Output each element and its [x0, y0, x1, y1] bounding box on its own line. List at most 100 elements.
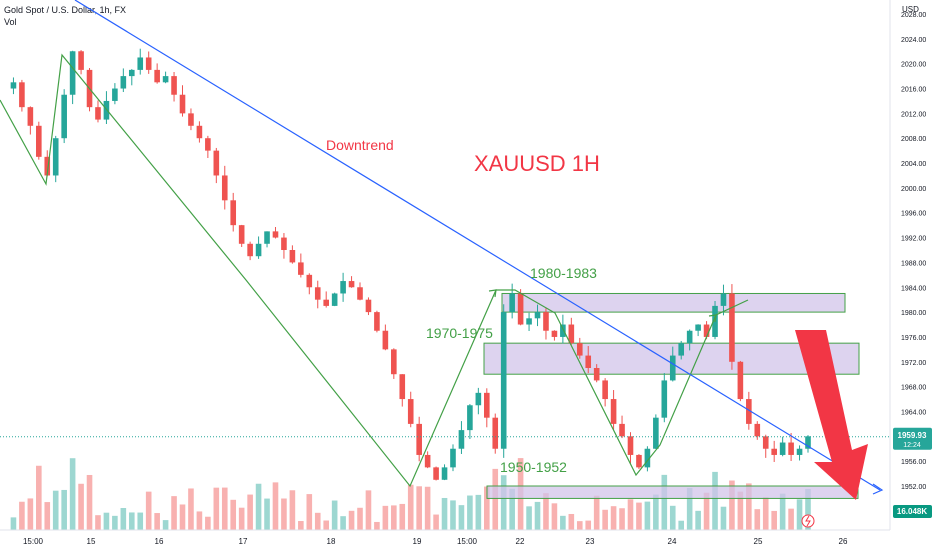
candle-body — [112, 88, 118, 101]
volume-bar — [661, 474, 668, 530]
candle-body — [382, 330, 389, 350]
candle-body — [348, 281, 355, 288]
candle-body — [230, 200, 237, 226]
volume-bars — [10, 458, 811, 530]
volume-bar — [729, 480, 735, 530]
volume-bar — [137, 512, 144, 530]
candle-body — [737, 361, 744, 400]
volume-bar — [36, 465, 42, 530]
volume-bar — [475, 494, 482, 530]
volume-bar — [492, 468, 499, 530]
price-zone — [501, 292, 846, 313]
downtrend-label: Downtrend — [326, 137, 394, 153]
candle-body — [357, 287, 363, 300]
candle-body — [188, 113, 194, 126]
volume-bar — [695, 510, 701, 530]
y-tick-label: 2028.00 — [901, 12, 926, 19]
candle-body — [686, 330, 693, 344]
volume-bar — [509, 488, 515, 530]
volume-bar — [44, 502, 51, 530]
x-tick-label: 23 — [586, 537, 595, 546]
wave-arrowhead — [708, 314, 717, 323]
volume-bar — [551, 503, 558, 530]
candle-body — [619, 423, 625, 437]
wave-arrowhead — [488, 289, 497, 298]
volume-bar — [272, 482, 279, 530]
candle-body — [695, 324, 701, 331]
volume-bar — [162, 520, 169, 530]
volume-bar — [238, 507, 245, 530]
volume-bar — [653, 494, 659, 530]
volume-bar — [86, 474, 93, 530]
candle-body — [805, 436, 811, 449]
zone-label-bottom: 1950-1952 — [500, 459, 567, 475]
current-price-value: 1959.93 — [898, 431, 927, 440]
candle-body — [484, 392, 490, 418]
volume-bar — [543, 493, 549, 530]
time-axis: 15:00 15 16 17 18 19 15:00 22 23 24 25 26 — [0, 529, 890, 546]
candle-body — [407, 399, 414, 424]
y-tick-label: 1972.00 — [901, 360, 926, 367]
volume-bar — [610, 506, 617, 530]
volume-bar — [526, 506, 532, 530]
y-tick-label: 1992.00 — [901, 236, 926, 243]
volume-bar — [95, 515, 101, 530]
candle-body — [543, 312, 549, 331]
candle-body — [560, 324, 566, 337]
candle-body — [526, 318, 532, 325]
volume-bar — [441, 497, 448, 530]
candle-body — [636, 454, 642, 468]
volume-bar — [576, 521, 583, 530]
x-tick-label: 15 — [87, 537, 96, 546]
candle-body — [703, 324, 710, 337]
candle-body — [568, 324, 575, 344]
candle-countdown: 12:24 — [903, 442, 921, 449]
volume-bar — [458, 505, 465, 530]
candle-body — [424, 454, 431, 468]
volume-bar — [712, 471, 718, 530]
volume-bar — [737, 491, 744, 530]
volume-bar — [644, 501, 651, 530]
candle-body — [340, 281, 346, 294]
candle-body — [145, 57, 152, 70]
volume-bar — [602, 509, 608, 530]
candle-body — [661, 380, 668, 418]
y-tick-label: 1980.00 — [901, 310, 926, 317]
volume-bar — [10, 517, 17, 530]
candle-body — [298, 262, 304, 275]
y-tick-label: 1996.00 — [901, 211, 926, 218]
volume-bar — [374, 521, 380, 530]
candle-body — [796, 448, 803, 455]
volume-bar — [213, 487, 220, 530]
volume-bar — [298, 521, 304, 530]
volume-indicator-label: Vol — [4, 17, 17, 27]
current-price-tag — [893, 427, 932, 450]
volume-bar — [61, 489, 67, 530]
volume-bar — [205, 516, 211, 530]
x-tick-label: 17 — [239, 537, 248, 546]
x-tick-label: 25 — [754, 537, 763, 546]
y-tick-label: 2004.00 — [901, 161, 926, 168]
drawings — [0, 0, 890, 500]
volume-bar — [365, 490, 372, 530]
candle-body — [509, 293, 515, 313]
candle-body — [331, 293, 338, 306]
candle-body — [247, 243, 253, 257]
price-axis: 2028.00 2024.00 2020.00 2016.00 2012.00 2008.… — [889, 0, 932, 530]
volume-bar — [340, 516, 346, 530]
volume-bar — [678, 520, 685, 530]
candle-body — [433, 467, 439, 480]
candle-body — [450, 448, 456, 468]
candle-body — [128, 69, 135, 77]
candle-body — [669, 355, 676, 381]
volume-bar — [424, 486, 431, 530]
y-tick-label: 1956.00 — [901, 459, 926, 466]
chart-title: XAUUSD 1H — [474, 151, 600, 176]
candle-body — [771, 448, 777, 455]
volume-bar — [754, 509, 761, 530]
candle-body — [644, 448, 651, 468]
candle-body — [416, 423, 422, 455]
candle-body — [399, 374, 406, 400]
x-tick-label: 24 — [668, 537, 677, 546]
